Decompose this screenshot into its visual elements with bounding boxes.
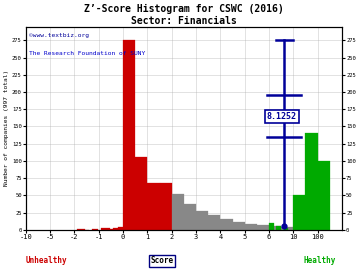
Text: ©www.textbiz.org: ©www.textbiz.org xyxy=(29,33,89,38)
Bar xyxy=(159,183,172,230)
Text: Unhealthy: Unhealthy xyxy=(26,256,67,265)
Bar xyxy=(305,133,318,230)
Bar xyxy=(318,161,330,230)
Bar xyxy=(91,229,98,230)
Bar xyxy=(108,229,113,230)
Bar xyxy=(233,222,245,230)
Bar xyxy=(118,227,123,230)
Bar xyxy=(123,40,135,230)
Bar xyxy=(269,223,274,230)
Bar xyxy=(284,228,288,230)
Text: The Research Foundation of SUNY: The Research Foundation of SUNY xyxy=(29,51,145,56)
Bar xyxy=(281,227,293,230)
Bar xyxy=(196,211,208,230)
Bar xyxy=(208,215,220,230)
Y-axis label: Number of companies (997 total): Number of companies (997 total) xyxy=(4,70,9,186)
Bar xyxy=(172,194,184,230)
Bar xyxy=(269,226,281,230)
Text: Healthy: Healthy xyxy=(304,256,336,265)
Text: Score: Score xyxy=(150,256,173,265)
Bar xyxy=(220,219,233,230)
Text: 8.1252: 8.1252 xyxy=(267,112,297,121)
Bar xyxy=(113,228,118,230)
Bar xyxy=(293,195,305,230)
Bar xyxy=(184,204,196,230)
Bar xyxy=(135,157,148,230)
Bar xyxy=(101,228,110,230)
Bar xyxy=(257,225,269,230)
Bar xyxy=(148,183,159,230)
Bar xyxy=(276,226,281,230)
Title: Z’-Score Histogram for CSWC (2016)
Sector: Financials: Z’-Score Histogram for CSWC (2016) Secto… xyxy=(84,4,284,26)
Bar xyxy=(245,224,257,230)
